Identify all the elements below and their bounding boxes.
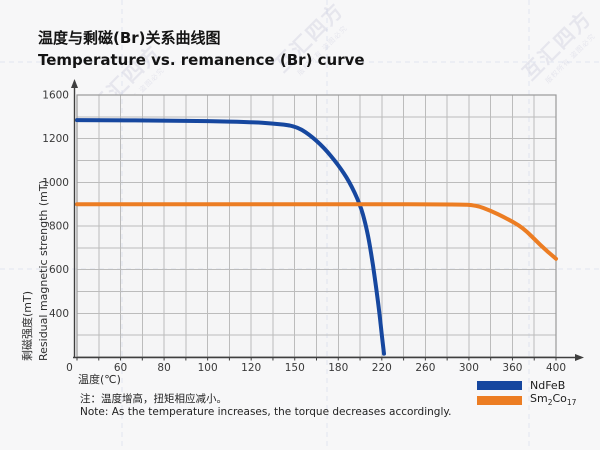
- x-tick-labels: 0 60 80 100 120 150 180 220 260 300 360 400: [66, 362, 566, 374]
- y-tick-label: 1600: [42, 90, 69, 102]
- ndfeb-curve: [75, 118, 386, 356]
- x-axis-title: 温度(℃): [78, 373, 121, 386]
- sm2co17-label: Sm2Co17: [530, 392, 577, 408]
- x-tick-label: 80: [157, 362, 170, 374]
- x-tick-label: 120: [241, 362, 261, 374]
- ndfeb-label: NdFeB: [530, 378, 566, 392]
- legend-item-sm2co17: Sm2Co17: [477, 392, 577, 408]
- legend: NdFeB Sm2Co17: [477, 378, 577, 410]
- x-tick-label: 360: [502, 362, 522, 374]
- footnote-zh: 注：温度增高，扭矩相应减小。: [80, 393, 227, 405]
- title-zh: 温度与剩磁(Br)关系曲线图: [38, 29, 221, 47]
- y-tick-labels: 1600 1200 1000 800 600 400: [42, 90, 69, 320]
- title-en: Temperature vs. remanence (Br) curve: [38, 51, 365, 69]
- footnote: 注：温度增高，扭矩相应减小。 Note: As the temperature …: [80, 393, 451, 419]
- x-axis-arrow: [575, 354, 584, 361]
- x-tick-label: 300: [459, 362, 479, 374]
- legend-item-ndfeb: NdFeB: [477, 378, 576, 392]
- x-tick-label: 60: [114, 362, 127, 374]
- footnote-en: Note: As the temperature increases, the …: [80, 406, 452, 418]
- sm2co17-swatch: [477, 395, 522, 405]
- axes: [73, 88, 577, 359]
- y-axis-arrow: [71, 79, 78, 88]
- x-tick-label: 150: [285, 362, 305, 374]
- y-tick-label: 400: [49, 308, 69, 320]
- page-title: 温度与剩磁(Br)关系曲线图 Temperature vs. remanence…: [38, 27, 365, 71]
- ndfeb-swatch: [477, 380, 522, 390]
- x-tick-label: 260: [415, 362, 435, 374]
- x-tick-marks: [76, 357, 557, 361]
- sm2co17-curve: [75, 202, 558, 261]
- x-tick-label: 400: [546, 362, 566, 374]
- x-tick-label: 180: [328, 362, 348, 374]
- y-axis-title-zh: 剩磁强度(mT): [21, 290, 34, 361]
- y-tick-label: 1000: [42, 177, 69, 189]
- x-tick-label: 100: [198, 362, 218, 374]
- x-tick-label: 0: [66, 362, 73, 374]
- y-tick-label: 600: [49, 264, 69, 276]
- y-axis-title-en: Residual magnetic strength (mT): [37, 180, 50, 361]
- y-tick-label: 1200: [42, 133, 69, 145]
- x-tick-label: 220: [372, 362, 392, 374]
- y-tick-label: 800: [49, 221, 69, 233]
